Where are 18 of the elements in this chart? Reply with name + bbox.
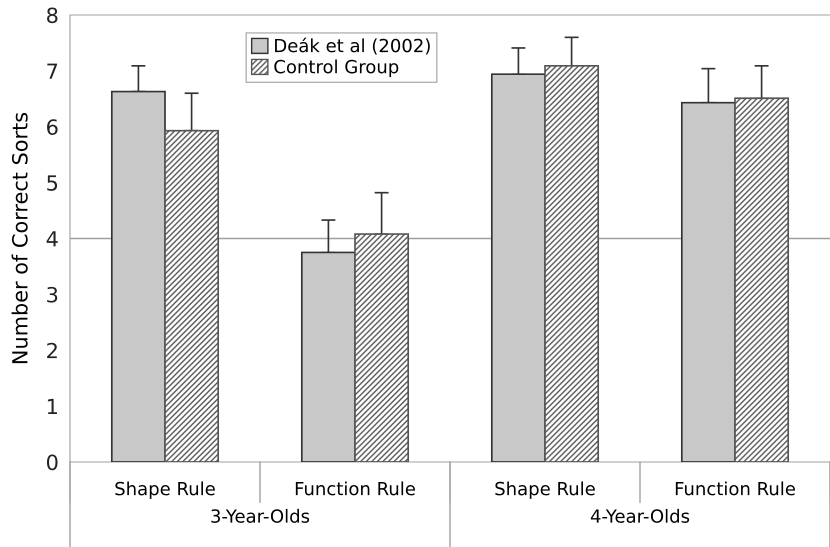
x-tick-label: Shape Rule	[495, 481, 595, 499]
y-tick-label: 3	[47, 286, 58, 303]
y-tick-label: 7	[47, 64, 58, 79]
y-tick-label: 8	[47, 7, 58, 24]
y-axis-title: Number of Correct Sorts	[12, 112, 28, 364]
y-tick-label: 0	[47, 454, 58, 470]
y-tick-label: 5	[47, 175, 58, 191]
x-tick-label: Function Rule	[676, 481, 795, 496]
y-tick-label: 4	[46, 231, 58, 246]
text: 4-Year-Olds	[590, 508, 690, 523]
x-tick-label: Shape Rule	[115, 481, 215, 499]
y-tick-label: 2	[47, 342, 57, 358]
legend-label: Deák et al (2002)	[275, 38, 430, 54]
legend-label: Control Group	[274, 59, 398, 77]
x-tick-label: Function Rule	[296, 481, 415, 496]
y-tick-label: 6	[47, 119, 58, 135]
y-tick-label: 1	[48, 398, 57, 414]
text: 3-Year-Olds	[211, 508, 310, 523]
